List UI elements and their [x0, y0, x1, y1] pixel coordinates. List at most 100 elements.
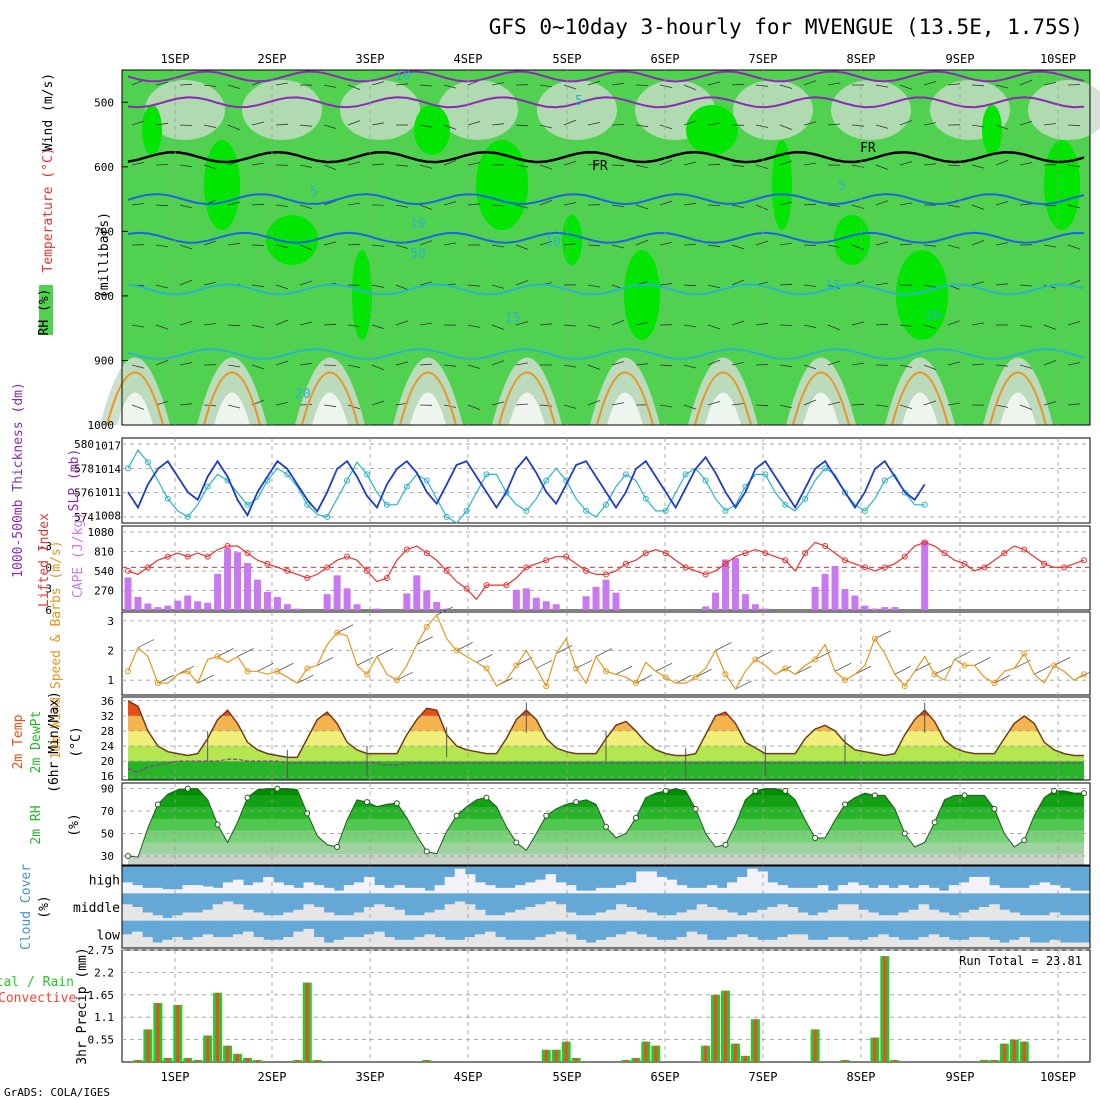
wind-barb — [491, 244, 505, 248]
wind-barb — [635, 239, 649, 246]
wind-barb — [179, 164, 193, 168]
thickness-marker — [383, 501, 390, 508]
wind-barb — [371, 122, 385, 126]
contour-label: 5 — [838, 179, 846, 194]
isotherm-line — [127, 347, 1085, 361]
cloud-cell-middle — [162, 917, 173, 921]
cloud-cell-low — [142, 937, 153, 948]
wind-barb — [1067, 124, 1081, 127]
cloud-cell-low — [898, 939, 909, 948]
wind-barb — [347, 120, 361, 126]
upper-air-panel-frame — [121, 69, 1091, 426]
wind-barb — [155, 324, 169, 330]
cloud-cell-middle — [767, 907, 778, 921]
thickness-marker — [822, 465, 829, 472]
wind-barb — [395, 164, 409, 167]
wind-barb — [995, 242, 1009, 246]
cape-tick: 540 — [94, 565, 114, 578]
li-marker — [722, 560, 729, 567]
pressure-tick: 700 — [94, 225, 114, 238]
cloud-cell-low — [495, 937, 506, 948]
cloud-cell-low — [1059, 942, 1071, 948]
cloud-cell-high — [626, 882, 637, 894]
wind-barb — [827, 401, 841, 406]
wind-barb — [299, 244, 313, 251]
wind-barb — [611, 361, 625, 366]
slp-tick: 1011 — [95, 486, 122, 499]
wind-barb — [1067, 321, 1081, 326]
cloud-cell-high — [243, 885, 254, 894]
cloud-cell-middle — [1009, 912, 1020, 921]
wind-barb — [131, 324, 145, 328]
cloud-cell-high — [384, 887, 395, 894]
cape-bar — [731, 558, 739, 610]
cloud-cell-high — [646, 871, 657, 894]
cloud-cell-high — [908, 887, 920, 894]
wind-barb — [563, 119, 577, 126]
wind-barb — [731, 403, 745, 406]
temp-tick: 20 — [101, 755, 114, 768]
wind-barb — [1019, 203, 1033, 206]
wind-barb — [275, 204, 289, 207]
rh-dry-blob — [100, 357, 170, 425]
wind-barb — [251, 203, 265, 206]
cloud-cell-low — [757, 939, 768, 948]
wind-barb — [467, 404, 481, 411]
wind-marker — [125, 668, 131, 675]
date-label-top: 8SEP — [847, 52, 876, 66]
wind-barb — [635, 164, 649, 169]
contour-label: 20 — [925, 309, 941, 324]
rh-moist-patch — [414, 105, 450, 155]
temp-tick: 24 — [101, 740, 115, 753]
cloud-axis-label: Cloud Cover — [19, 864, 34, 950]
cloud-cell-low — [797, 934, 809, 948]
wind-marker — [334, 629, 341, 636]
cloud-cell-high — [958, 882, 970, 894]
cape-bar — [333, 575, 341, 610]
rh-moist-patch — [982, 105, 1002, 155]
li-marker — [543, 557, 550, 564]
rh-dry-blob — [197, 357, 267, 425]
date-label-top: 6SEP — [651, 52, 680, 66]
cloud-cell-middle — [989, 904, 1000, 921]
isotherm-warm — [891, 371, 949, 426]
cloud-cell-low — [232, 934, 244, 948]
cloud-cell-high — [353, 882, 365, 894]
cloud-cell-high — [878, 885, 889, 894]
precip-convective-bar — [644, 1041, 648, 1062]
rh-dry-core — [214, 392, 250, 425]
cloud-cell-middle — [364, 907, 375, 921]
cloud-cell-high — [424, 890, 436, 894]
wind-barb — [707, 204, 721, 206]
li-marker — [901, 553, 908, 560]
li-marker — [881, 564, 888, 571]
rh-dry-blob — [688, 357, 758, 425]
cloud-cell-middle — [999, 909, 1010, 921]
wind-marker — [812, 656, 819, 663]
wind-barb — [803, 284, 817, 287]
li-marker — [642, 550, 649, 557]
rh-marker — [812, 835, 819, 842]
wind-barb-10m — [356, 656, 374, 666]
cloud-cell-low — [283, 937, 294, 948]
li-marker — [1041, 560, 1048, 567]
cape-bar — [841, 589, 849, 610]
cloud-cell-high — [716, 887, 728, 894]
wind-barb — [467, 162, 481, 166]
rh-dry-blob — [393, 357, 463, 425]
wind-barb — [683, 84, 697, 91]
rh-marker — [274, 785, 281, 792]
cloud-cell-middle — [535, 904, 546, 921]
li-marker — [224, 543, 231, 549]
wind-barb — [179, 204, 193, 209]
cloud-cell-high — [364, 876, 375, 894]
wind-barb — [251, 244, 265, 246]
rh-dry-blob — [492, 357, 562, 425]
wind-tick: 1 — [107, 674, 114, 687]
cloud-cell-low — [787, 934, 799, 948]
cloud-cell-middle — [353, 912, 365, 921]
wind-marker — [154, 680, 161, 687]
wind-barb — [155, 284, 169, 289]
cloud-cell-middle — [787, 907, 799, 921]
wind-barb — [851, 321, 865, 326]
